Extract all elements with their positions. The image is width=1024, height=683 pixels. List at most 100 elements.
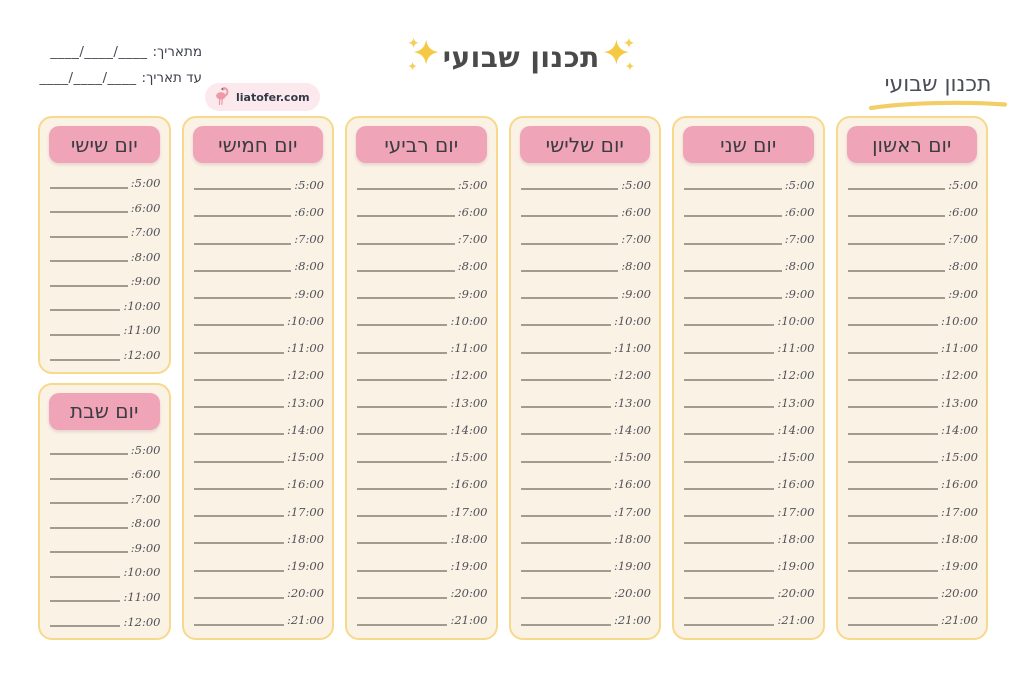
writing-line[interactable] <box>684 514 775 518</box>
writing-line[interactable] <box>847 214 946 218</box>
writing-line[interactable] <box>684 323 775 327</box>
writing-line[interactable] <box>684 596 775 599</box>
writing-line[interactable] <box>193 487 284 490</box>
time-slot-row[interactable]: 5:00: <box>682 166 815 193</box>
time-slot-row[interactable]: 21:00: <box>192 602 324 629</box>
time-slot-row[interactable]: 9:00: <box>846 275 978 302</box>
writing-line[interactable] <box>193 405 284 409</box>
time-slot-row[interactable]: 12:00: <box>192 357 324 384</box>
time-slot-row[interactable]: 20:00: <box>355 575 488 602</box>
writing-line[interactable] <box>520 623 611 626</box>
writing-line[interactable] <box>520 214 619 218</box>
time-slot-row[interactable]: 5:00: <box>48 166 161 191</box>
writing-line[interactable] <box>520 296 619 300</box>
writing-line[interactable] <box>50 210 128 214</box>
time-slot-row[interactable]: 19:00: <box>355 547 488 574</box>
time-slot-row[interactable]: 9:00: <box>48 531 161 556</box>
writing-line[interactable] <box>193 187 292 191</box>
writing-line[interactable] <box>520 378 611 381</box>
time-slot-row[interactable]: 20:00: <box>519 575 651 602</box>
writing-line[interactable] <box>357 351 448 354</box>
time-slot-row[interactable]: 6:00: <box>846 193 978 220</box>
writing-line[interactable] <box>357 296 455 300</box>
time-slot-row[interactable]: 11:00: <box>192 329 324 356</box>
time-slot-row[interactable]: 14:00: <box>192 411 324 438</box>
writing-line[interactable] <box>684 487 775 490</box>
writing-line[interactable] <box>847 596 938 599</box>
writing-line[interactable] <box>193 351 284 354</box>
time-slot-row[interactable]: 6:00: <box>519 193 651 220</box>
time-slot-row[interactable]: 21:00: <box>355 602 488 629</box>
writing-line[interactable] <box>847 405 938 409</box>
time-slot-row[interactable]: 16:00: <box>682 466 815 493</box>
writing-line[interactable] <box>193 623 284 626</box>
time-slot-row[interactable]: 14:00: <box>519 411 651 438</box>
writing-line[interactable] <box>50 477 128 480</box>
time-slot-row[interactable]: 10:00: <box>48 289 161 314</box>
writing-line[interactable] <box>357 405 448 409</box>
writing-line[interactable] <box>847 514 938 518</box>
writing-line[interactable] <box>520 487 611 490</box>
time-slot-row[interactable]: 18:00: <box>355 520 488 547</box>
writing-line[interactable] <box>357 541 448 545</box>
time-slot-row[interactable]: 6:00: <box>682 193 815 220</box>
date-to-blank[interactable]: ____/____/____ <box>39 70 137 86</box>
time-slot-row[interactable]: 6:00: <box>48 191 161 216</box>
writing-line[interactable] <box>50 575 121 578</box>
writing-line[interactable] <box>684 214 782 218</box>
writing-line[interactable] <box>847 323 938 327</box>
time-slot-row[interactable]: 8:00: <box>48 506 161 531</box>
writing-line[interactable] <box>50 599 121 603</box>
time-slot-row[interactable]: 17:00: <box>355 493 488 520</box>
time-slot-row[interactable]: 13:00: <box>846 384 978 411</box>
writing-line[interactable] <box>520 460 611 463</box>
time-slot-row[interactable]: 5:00: <box>846 166 978 193</box>
writing-line[interactable] <box>50 452 128 456</box>
writing-line[interactable] <box>357 269 455 272</box>
writing-line[interactable] <box>520 405 611 409</box>
time-slot-row[interactable]: 17:00: <box>192 493 324 520</box>
writing-line[interactable] <box>50 259 128 263</box>
writing-line[interactable] <box>847 487 938 490</box>
time-slot-row[interactable]: 15:00: <box>519 438 651 465</box>
writing-line[interactable] <box>50 624 121 627</box>
time-slot-row[interactable]: 6:00: <box>192 193 324 220</box>
writing-line[interactable] <box>193 514 284 518</box>
time-slot-row[interactable]: 12:00: <box>519 357 651 384</box>
time-slot-row[interactable]: 5:00: <box>192 166 324 193</box>
time-slot-row[interactable]: 16:00: <box>519 466 651 493</box>
time-slot-row[interactable]: 18:00: <box>192 520 324 547</box>
time-slot-row[interactable]: 15:00: <box>192 438 324 465</box>
time-slot-row[interactable]: 13:00: <box>682 384 815 411</box>
time-slot-row[interactable]: 5:00: <box>48 433 161 458</box>
writing-line[interactable] <box>50 235 128 238</box>
writing-line[interactable] <box>520 242 619 245</box>
writing-line[interactable] <box>357 323 448 327</box>
time-slot-row[interactable]: 11:00: <box>355 329 488 356</box>
time-slot-row[interactable]: 9:00: <box>519 275 651 302</box>
writing-line[interactable] <box>193 214 292 218</box>
writing-line[interactable] <box>193 460 284 463</box>
writing-line[interactable] <box>520 569 611 572</box>
time-slot-row[interactable]: 14:00: <box>682 411 815 438</box>
time-slot-row[interactable]: 8:00: <box>192 248 324 275</box>
writing-line[interactable] <box>193 432 284 436</box>
time-slot-row[interactable]: 12:00: <box>846 357 978 384</box>
time-slot-row[interactable]: 8:00: <box>846 248 978 275</box>
time-slot-row[interactable]: 10:00: <box>519 302 651 329</box>
time-slot-row[interactable]: 8:00: <box>355 248 488 275</box>
time-slot-row[interactable]: 11:00: <box>682 329 815 356</box>
writing-line[interactable] <box>684 623 775 626</box>
writing-line[interactable] <box>357 623 448 626</box>
writing-line[interactable] <box>193 323 284 327</box>
time-slot-row[interactable]: 15:00: <box>846 438 978 465</box>
time-slot-row[interactable]: 11:00: <box>519 329 651 356</box>
writing-line[interactable] <box>520 269 619 272</box>
writing-line[interactable] <box>193 242 292 245</box>
time-slot-row[interactable]: 8:00: <box>519 248 651 275</box>
writing-line[interactable] <box>357 242 455 245</box>
time-slot-row[interactable]: 9:00: <box>355 275 488 302</box>
time-slot-row[interactable]: 21:00: <box>846 602 978 629</box>
writing-line[interactable] <box>50 186 128 189</box>
time-slot-row[interactable]: 10:00: <box>355 302 488 329</box>
